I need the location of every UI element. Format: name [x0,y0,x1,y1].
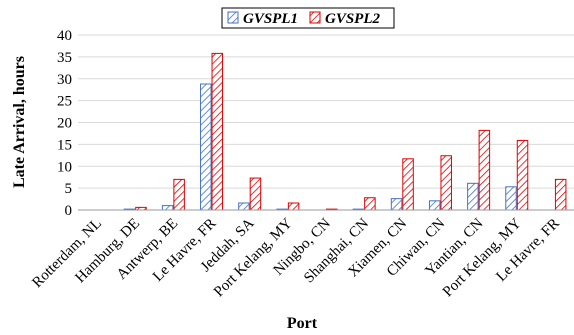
bar-gvspl2-4 [249,177,262,211]
legend-swatch-gvspl2 [309,11,321,24]
bars [123,52,567,211]
y-tick-label: 15 [57,137,72,153]
gridlines [78,34,574,189]
legend-label-gvspl2: GVSPL2 [325,11,381,27]
bar-gvspl2-5 [287,202,300,211]
bar-gvspl2-7 [364,197,376,211]
y-tick-label: 20 [57,116,72,132]
y-axis-ticks: 0 5 10 15 20 25 30 35 40 [57,28,72,219]
bar-gvspl2-9 [440,155,452,211]
bar-gvspl1-10 [467,182,479,211]
y-tick-label: 0 [65,203,73,219]
legend-swatch-gvspl1 [227,11,239,24]
bar-gvspl1-2 [161,205,174,211]
legend-box [221,7,395,29]
y-tick-label: 30 [57,72,72,88]
bar-gvspl2-3 [211,52,224,211]
legend-label-gvspl1: GVSPL1 [243,11,298,27]
y-axis-title: Late Arrival, hours [11,56,28,188]
y-tick-label: 10 [57,159,72,175]
bar-gvspl1-8 [390,198,403,211]
bar-gvspl2-12 [554,178,567,211]
bar-gvspl2-2 [173,178,185,211]
x-axis-title: Port [287,315,318,332]
y-tick-label: 5 [65,181,73,197]
bar-gvspl2-8 [402,158,414,211]
chart-legend: GVSPL1 GVSPL2 [221,7,395,29]
bar-gvspl1-3 [200,83,212,211]
y-tick-label: 40 [57,28,72,44]
bar-gvspl1-11 [505,186,517,211]
bar-gvspl2-11 [516,139,529,211]
bar-gvspl1-4 [238,202,250,211]
bar-gvspl1-9 [428,200,441,211]
y-tick-label: 25 [57,94,72,110]
bar-gvspl2-10 [478,129,491,211]
y-tick-label: 35 [57,50,72,66]
